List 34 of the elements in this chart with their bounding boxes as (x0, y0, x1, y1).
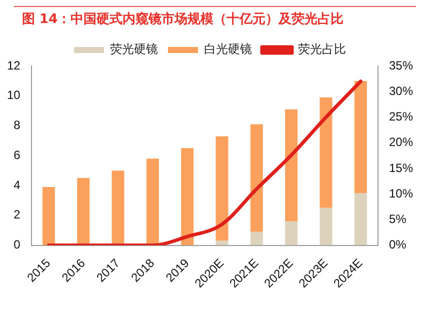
bar (181, 148, 194, 246)
y2-tick-label: 35% (388, 58, 414, 72)
bar (112, 170, 124, 246)
y2-tick-label: 25% (388, 110, 414, 124)
chart-title: 图 14：中国硬式内窥镜市场规模（十亿元）及荧光占比 (22, 10, 344, 28)
y2-tick-label: 15% (388, 160, 414, 175)
legend-label: 荧光占比 (298, 42, 346, 56)
bar (77, 178, 90, 246)
bar (354, 80, 367, 193)
y-tick-label: 8 (14, 118, 21, 132)
line-series (46, 80, 362, 246)
y-tick-label: 6 (14, 148, 21, 162)
y2-tick-label: 5% (388, 212, 407, 226)
bar (216, 136, 228, 241)
legend-label: 白光硬镜 (204, 42, 252, 56)
bar (146, 158, 159, 246)
bar (285, 221, 298, 246)
bar (42, 187, 55, 246)
y-tick-label: 2 (14, 208, 21, 222)
y-tick-label: 4 (14, 178, 21, 192)
y-tick-label: 10 (6, 88, 21, 102)
y2-tick-label: 0% (388, 238, 407, 252)
y-tick-label: 0 (14, 238, 21, 252)
bar (354, 192, 367, 246)
legend-label: 荧光硬镜 (110, 42, 158, 56)
bar (250, 232, 263, 246)
y2-tick-label: 30% (388, 84, 414, 98)
y2-tick-label: 20% (388, 135, 414, 150)
y-tick-label: 12 (6, 58, 21, 72)
bar (320, 208, 332, 246)
bar (250, 124, 263, 232)
bar (320, 97, 332, 208)
bar (285, 109, 298, 222)
y2-tick-label: 10% (388, 186, 414, 200)
